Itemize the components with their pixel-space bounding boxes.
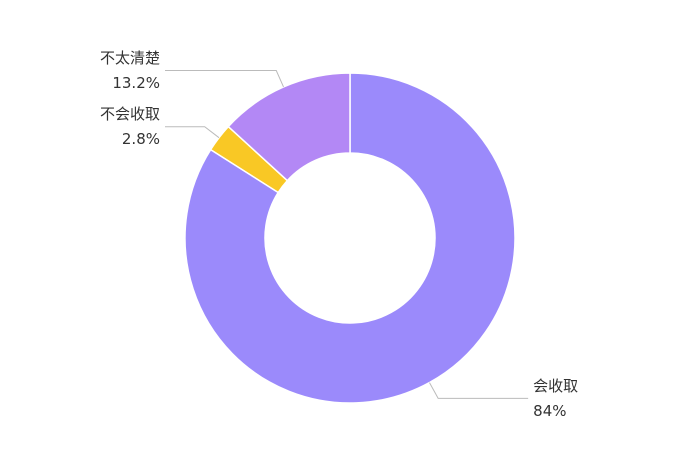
slice-label: 不太清楚 bbox=[100, 49, 160, 67]
slice-label: 会收取 bbox=[533, 377, 578, 395]
value-label: 2.8% bbox=[122, 130, 160, 148]
donut-slice bbox=[184, 72, 516, 404]
donut-slice bbox=[227, 72, 351, 182]
value-label: 13.2% bbox=[112, 74, 160, 92]
slice-label: 不会收取 bbox=[100, 105, 160, 123]
value-label: 84% bbox=[533, 402, 566, 420]
leader-line bbox=[165, 70, 284, 88]
leader-line bbox=[429, 382, 529, 399]
leader-line bbox=[165, 126, 220, 139]
